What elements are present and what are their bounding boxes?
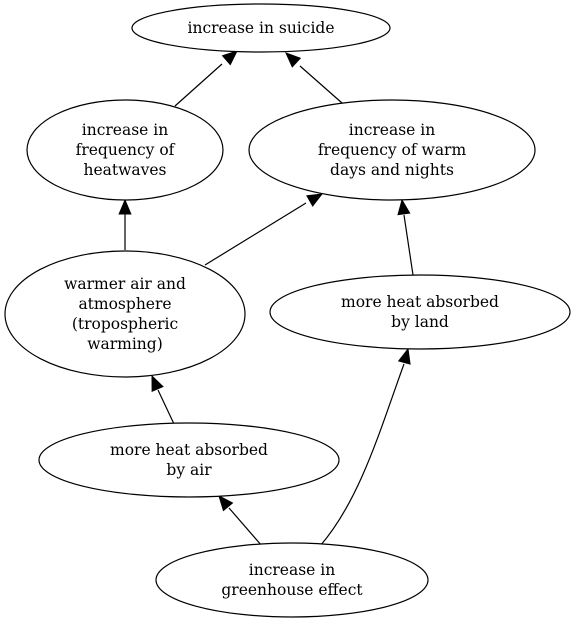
edge-line: [299, 65, 343, 104]
edge-heat_air-to-warmer_air: [151, 374, 175, 425]
edge-greenhouse-to-heat_air: [218, 495, 263, 547]
node-label-line: increase in: [249, 561, 335, 579]
node-label-line: more heat absorbed: [341, 293, 499, 311]
node-ellipse: [4, 250, 246, 378]
arrowhead-icon: [218, 495, 234, 512]
node-label-line: days and nights: [330, 161, 454, 179]
node-ellipse: [269, 274, 571, 350]
node-label-line: warming): [87, 335, 163, 353]
edge-warmer_air-to-heatwaves: [118, 198, 132, 250]
node-heatwaves: increase in frequency of heatwaves: [26, 99, 224, 201]
arrowhead-icon: [118, 198, 132, 215]
node-greenhouse: increase in greenhouse effect: [155, 542, 429, 618]
node-label-line: by land: [391, 313, 449, 331]
node-label-line: (tropospheric: [72, 315, 178, 333]
node-label-line: frequency of: [76, 141, 176, 159]
edge-line: [204, 202, 307, 266]
node-heat-land: more heat absorbed by land: [269, 274, 571, 350]
arrowhead-icon: [397, 347, 411, 365]
edge-line: [319, 363, 405, 547]
edge-line: [228, 507, 263, 547]
nodes: increase in suicide increase in frequency …: [4, 3, 571, 618]
node-label-line: more heat absorbed: [110, 441, 268, 459]
edge-heatwaves-to-suicide: [174, 50, 238, 107]
node-label-line: increase in suicide: [188, 19, 335, 37]
edge-warmer_air-to-warm_days: [204, 193, 324, 266]
node-warmer-air: warmer air and atmosphere (tropospheric war…: [4, 250, 246, 378]
edge-line: [403, 214, 414, 276]
node-label-line: frequency of warm: [318, 141, 467, 159]
node-ellipse: [131, 3, 391, 53]
node-label-line: heatwaves: [83, 161, 166, 179]
node-label-line: by air: [166, 461, 212, 479]
arrowhead-icon: [397, 198, 411, 216]
node-ellipse: [38, 422, 340, 498]
arrowhead-icon: [151, 374, 164, 392]
node-suicide: increase in suicide: [131, 3, 391, 53]
node-ellipse: [248, 99, 536, 201]
node-label-line: increase in: [349, 121, 435, 139]
node-label-line: greenhouse effect: [221, 581, 363, 599]
edge-greenhouse-to-heat_land: [319, 347, 411, 547]
node-label-line: atmosphere: [78, 295, 171, 313]
edge-warm_days-to-suicide: [285, 52, 343, 104]
arrowhead-icon: [285, 52, 302, 68]
arrowhead-icon: [306, 193, 324, 207]
node-warm-days: increase in frequency of warm days and nig…: [248, 99, 536, 201]
node-heat-air: more heat absorbed by air: [38, 422, 340, 498]
node-ellipse: [26, 99, 224, 201]
node-ellipse: [155, 542, 429, 618]
edge-line: [157, 389, 175, 425]
arrowhead-icon: [221, 50, 238, 66]
edge-line: [174, 63, 223, 107]
node-label-line: warmer air and: [64, 275, 186, 293]
edge-heat_land-to-warm_days: [397, 198, 414, 276]
node-label-line: increase in: [82, 121, 168, 139]
edges: [118, 50, 414, 547]
